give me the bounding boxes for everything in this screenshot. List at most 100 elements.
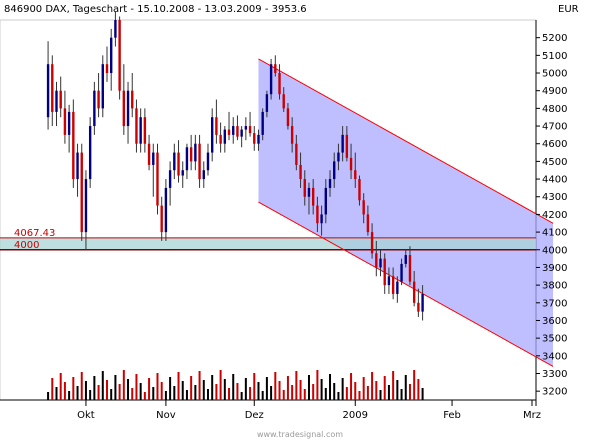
candle-body bbox=[206, 152, 210, 171]
y-tick-label: 4400 bbox=[542, 175, 567, 186]
candle bbox=[223, 126, 227, 153]
trend-channel-fill bbox=[258, 58, 554, 367]
volume-bar bbox=[194, 385, 197, 400]
y-tick-label: 3600 bbox=[542, 316, 567, 327]
candle-body bbox=[396, 281, 399, 294]
candle-body bbox=[265, 94, 269, 112]
y-tick-label: 4600 bbox=[542, 139, 567, 150]
candle-body bbox=[227, 129, 231, 135]
candle bbox=[404, 249, 407, 268]
support-zone bbox=[0, 237, 536, 250]
y-tick-label: 4300 bbox=[542, 192, 567, 203]
candle bbox=[181, 161, 184, 188]
candle-body bbox=[328, 179, 332, 188]
volume-bar bbox=[152, 387, 155, 400]
candle bbox=[93, 81, 96, 135]
candle bbox=[72, 99, 75, 188]
volume-bar bbox=[101, 371, 104, 400]
candle-body bbox=[105, 64, 109, 74]
volume-bar bbox=[375, 381, 378, 400]
candle-body bbox=[164, 187, 168, 233]
candle bbox=[185, 143, 189, 180]
y-tick-label: 3700 bbox=[542, 298, 567, 309]
candle bbox=[387, 267, 391, 294]
candle-body bbox=[185, 147, 189, 171]
candle bbox=[417, 288, 420, 317]
candle-body bbox=[88, 126, 92, 180]
volume-bar bbox=[114, 375, 117, 400]
candle bbox=[269, 58, 273, 100]
x-tick-label: Mrz bbox=[523, 410, 541, 421]
candle bbox=[168, 161, 172, 206]
candle-body bbox=[248, 126, 252, 134]
volume-bar bbox=[97, 385, 100, 400]
volume-bar bbox=[148, 378, 151, 400]
candle-body bbox=[391, 276, 395, 294]
candle bbox=[320, 205, 323, 236]
candle-body bbox=[400, 263, 403, 282]
candle bbox=[147, 134, 151, 171]
trend-channel-lower-line bbox=[258, 201, 554, 367]
volume-bar bbox=[379, 390, 382, 400]
volume-bar bbox=[413, 370, 416, 400]
volume-bar bbox=[198, 371, 201, 400]
volume-bar bbox=[223, 379, 226, 400]
candle bbox=[341, 126, 344, 162]
volume-bar bbox=[249, 387, 252, 400]
candle-body bbox=[160, 205, 163, 233]
x-tick-label: Dez bbox=[245, 410, 264, 421]
candle bbox=[324, 179, 328, 224]
candle-body bbox=[215, 117, 218, 135]
candle bbox=[290, 117, 294, 153]
volume-bar bbox=[51, 378, 54, 400]
candle bbox=[46, 41, 50, 130]
y-tick-label: 3300 bbox=[542, 369, 567, 380]
candle-body bbox=[408, 255, 412, 282]
candle bbox=[311, 179, 315, 215]
candle bbox=[55, 81, 58, 127]
candle bbox=[236, 115, 239, 141]
candle bbox=[375, 240, 378, 277]
volume-bar bbox=[408, 384, 411, 400]
candle bbox=[366, 205, 370, 236]
candle-body bbox=[202, 170, 205, 180]
candle-body bbox=[46, 64, 50, 118]
candle bbox=[408, 246, 412, 286]
volume-bar bbox=[387, 385, 390, 400]
candle-body bbox=[55, 90, 58, 112]
candle bbox=[400, 258, 403, 286]
watermark: www.tradesignal.com bbox=[257, 430, 343, 439]
candle bbox=[265, 90, 269, 118]
candle bbox=[139, 108, 142, 153]
candle bbox=[349, 143, 353, 180]
candle-body bbox=[404, 255, 407, 264]
volume-bar bbox=[320, 379, 323, 400]
candle bbox=[210, 108, 214, 162]
y-tick-label: 4000 bbox=[542, 245, 567, 256]
currency-label: EUR bbox=[558, 4, 579, 15]
candle bbox=[67, 104, 71, 153]
candle-body bbox=[295, 143, 298, 165]
candle-body bbox=[333, 161, 336, 180]
candle-body bbox=[114, 20, 117, 38]
candle-body bbox=[290, 126, 294, 144]
candle bbox=[412, 270, 416, 307]
candle bbox=[391, 267, 395, 300]
candle-body bbox=[67, 111, 71, 135]
y-tick-label: 4500 bbox=[542, 157, 567, 168]
candle-body bbox=[210, 117, 214, 153]
volume-bar bbox=[177, 372, 180, 400]
candle bbox=[232, 117, 235, 144]
y-tick-label: 5200 bbox=[542, 33, 567, 44]
volume-bar bbox=[63, 382, 66, 400]
candle bbox=[278, 64, 281, 100]
candle-body bbox=[126, 90, 130, 127]
candle-body bbox=[59, 90, 62, 109]
y-tick-label: 3500 bbox=[542, 334, 567, 345]
candle-body bbox=[173, 152, 176, 171]
volume-bar bbox=[299, 380, 302, 400]
trend-channel-upper-line bbox=[258, 58, 554, 224]
volume-bar bbox=[324, 388, 327, 400]
volume-bar bbox=[135, 374, 138, 400]
volume-bar bbox=[383, 376, 386, 400]
